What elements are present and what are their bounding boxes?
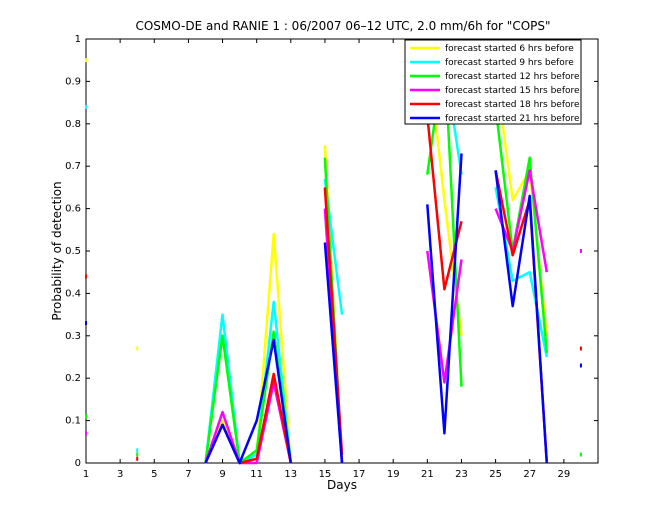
y-tick-label: 0.3: [65, 331, 81, 342]
legend-label: forecast started 15 hrs before: [445, 86, 580, 96]
x-tick-label: 23: [455, 469, 468, 480]
x-tick-label: 25: [489, 469, 502, 480]
legend-label: forecast started 9 hrs before: [445, 58, 574, 68]
y-tick-label: 0.6: [65, 204, 81, 215]
series-line: [204, 300, 293, 465]
x-tick-label: 27: [523, 469, 536, 480]
series-line: [323, 242, 344, 464]
x-tick-label: 29: [557, 469, 570, 480]
x-tick-label: 19: [387, 469, 400, 480]
x-tick-label: 11: [250, 469, 263, 480]
series-6: [85, 153, 582, 465]
y-tick-label: 0.5: [65, 246, 81, 257]
legend: forecast started 6 hrs before forecast st…: [404, 39, 582, 125]
series-line: [494, 170, 549, 464]
y-axis-label: Probability of detection: [50, 181, 64, 320]
x-tick-label: 9: [219, 469, 225, 480]
x-tick-label: 13: [284, 469, 297, 480]
legend-box: [404, 39, 582, 125]
y-tick-label: 0.1: [65, 416, 81, 427]
legend-label: forecast started 18 hrs before: [445, 100, 580, 110]
chart-title: COSMO-DE and RANIE 1 : 06/2007 06–12 UTC…: [135, 19, 550, 33]
y-tick-label: 0.2: [65, 373, 81, 384]
series-line: [494, 106, 549, 353]
y-tick-label: 0.7: [65, 161, 81, 172]
x-axis: 1 3 5 7 9 11 13 15 17 19 21 23 25 27 29: [83, 39, 570, 480]
x-tick-label: 21: [421, 469, 434, 480]
series-line: [204, 338, 293, 465]
x-tick-label: 15: [319, 469, 332, 480]
y-tick-label: 0.9: [65, 76, 81, 87]
y-tick-label: 0.4: [65, 288, 81, 299]
x-axis-label: Days: [327, 478, 357, 492]
y-tick-label: 0.8: [65, 119, 81, 130]
legend-label: forecast started 21 hrs before: [445, 114, 580, 124]
y-axis: 0 0.1 0.2 0.3 0.4 0.5 0.6 0.7 0.8 0.9 1: [65, 34, 598, 469]
series-line: [426, 153, 463, 435]
x-tick-label: 7: [185, 469, 191, 480]
y-tick-label: 1: [75, 34, 81, 45]
x-tick-label: 3: [117, 469, 123, 480]
legend-label: forecast started 6 hrs before: [445, 44, 574, 54]
x-tick-label: 17: [353, 469, 366, 480]
series-layer: [85, 47, 582, 465]
series-line: [323, 187, 344, 455]
series-line: [204, 381, 293, 465]
x-tick-label: 1: [83, 469, 89, 480]
x-tick-label: 5: [151, 469, 157, 480]
y-tick-label: 0: [75, 458, 81, 469]
legend-label: forecast started 12 hrs before: [445, 72, 580, 82]
